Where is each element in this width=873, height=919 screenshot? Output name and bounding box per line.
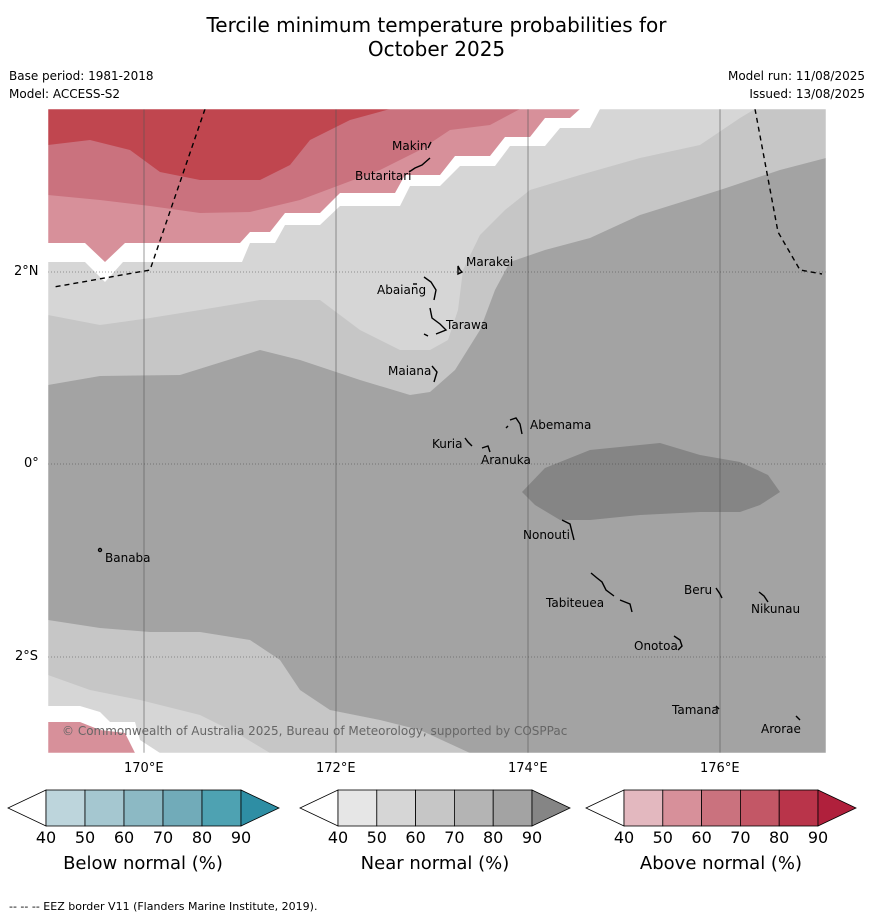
colorbar-near-segment xyxy=(453,789,494,827)
colorbar-near-max-extend xyxy=(531,789,571,827)
colorbar-above-segment xyxy=(701,789,741,827)
colorbar-below xyxy=(7,789,280,827)
island-label-marakei: Marakei xyxy=(466,255,514,269)
near-normal-80-90-area xyxy=(522,443,780,520)
island-label-nonouti: Nonouti xyxy=(523,528,570,542)
colorbar-above-tick: 40 xyxy=(613,828,635,847)
colorbar-below-segment xyxy=(123,789,164,827)
gridlines xyxy=(143,109,721,753)
colorbar-near xyxy=(299,789,571,827)
lat-tick-2s: 2°S xyxy=(15,649,39,664)
colorbar-below-tick: 40 xyxy=(35,828,57,847)
eez-border xyxy=(53,109,823,288)
island-label-abaiang: Abaiang xyxy=(377,283,427,297)
colorbar-above xyxy=(585,789,857,827)
island-label-tabiteuea: Tabiteuea xyxy=(546,596,605,610)
colorbar-near-tick: 80 xyxy=(483,828,504,847)
island-label-arorae: Arorae xyxy=(761,722,801,736)
colorbar-below-tick: 80 xyxy=(191,828,213,847)
lon-tick-172e: 172°E xyxy=(316,761,356,776)
colorbar-below-segment xyxy=(84,789,125,827)
colorbar-title-near: Near normal (%) xyxy=(360,853,510,874)
lon-tick-174e: 174°E xyxy=(508,761,548,776)
colorbar-near-tick: 60 xyxy=(405,828,426,847)
island-outlines xyxy=(97,141,801,721)
colorbar-near-segment xyxy=(376,789,416,827)
colorbar-near-tick: 90 xyxy=(521,828,543,847)
colorbar-above-tick: 80 xyxy=(769,828,790,847)
colorbar-above-min-extend xyxy=(585,789,625,827)
colorbar-below-tick: 70 xyxy=(152,828,174,847)
island-label-abemama: Abemama xyxy=(530,418,592,432)
colorbar-above-tick: 60 xyxy=(691,828,712,847)
island-label-kuria: Kuria xyxy=(432,437,463,451)
model-name: Model: ACCESS-S2 xyxy=(9,87,121,101)
lon-tick-176e: 176°E xyxy=(700,761,740,776)
model-run: Model run: 11/08/2025 xyxy=(727,69,865,83)
colorbar-near-min-extend xyxy=(299,789,339,827)
colorbar-near-tick: 70 xyxy=(444,828,465,847)
colorbar-above-tick: 90 xyxy=(807,828,829,847)
colorbar-below-min-extend xyxy=(7,789,47,827)
island-label-beru: Beru xyxy=(684,583,713,597)
island-label-tarawa: Tarawa xyxy=(446,318,489,332)
colorbar-near-segment xyxy=(415,789,455,827)
map-title-line1: Tercile minimum temperature probabilitie… xyxy=(206,13,667,37)
island-label-aranuka: Aranuka xyxy=(481,453,531,467)
colorbar-below-tick: 90 xyxy=(230,828,252,847)
colorbar-below-max-extend xyxy=(240,789,280,827)
colorbar-above-segment xyxy=(662,789,702,827)
colorbar-above-segment xyxy=(740,789,780,827)
colorbar-above-tick: 70 xyxy=(730,828,751,847)
eez-footnote: -- -- -- EEZ border V11 (Flanders Marine… xyxy=(9,900,318,913)
colorbar-near-segment xyxy=(337,789,378,827)
island-label-banaba: Banaba xyxy=(105,551,151,565)
colorbar-above-max-extend xyxy=(817,789,857,827)
lat-tick-0: 0° xyxy=(24,456,39,471)
issued-date: Issued: 13/08/2025 xyxy=(749,87,865,101)
colorbar-above-tick: 50 xyxy=(652,828,673,847)
island-label-makin: Makin xyxy=(392,139,428,153)
above-normal-70-80-area xyxy=(48,109,390,180)
colorbar-above-segment xyxy=(778,789,819,827)
island-label-tamana: Tamana xyxy=(672,703,719,717)
island-label-butaritari: Butaritari xyxy=(355,169,412,183)
lat-tick-2n: 2°N xyxy=(14,264,39,279)
colorbar-near-segment xyxy=(492,789,533,827)
copyright-notice: © Commonwealth of Australia 2025, Bureau… xyxy=(62,724,568,738)
colorbar-title-below: Below normal (%) xyxy=(63,853,223,874)
base-period: Base period: 1981-2018 xyxy=(9,69,154,83)
island-label-maiana: Maiana xyxy=(388,364,432,378)
colorbar-below-segment xyxy=(162,789,203,827)
lon-tick-170e: 170°E xyxy=(124,761,164,776)
colorbar-below-tick: 50 xyxy=(74,828,96,847)
island-label-onotoa: Onotoa xyxy=(634,639,678,653)
colorbar-near-tick: 50 xyxy=(366,828,387,847)
colorbar-below-segment xyxy=(45,789,86,827)
colorbar-near-tick: 40 xyxy=(327,828,349,847)
colorbar-above-segment xyxy=(623,789,664,827)
colorbar-below-segment xyxy=(201,789,242,827)
colorbar-title-above: Above normal (%) xyxy=(639,853,803,874)
map-title-line2: October 2025 xyxy=(367,37,506,61)
island-label-nikunau: Nikunau xyxy=(751,602,801,616)
lower-above-normal-area xyxy=(48,722,135,753)
colorbar-below-tick: 60 xyxy=(113,828,135,847)
